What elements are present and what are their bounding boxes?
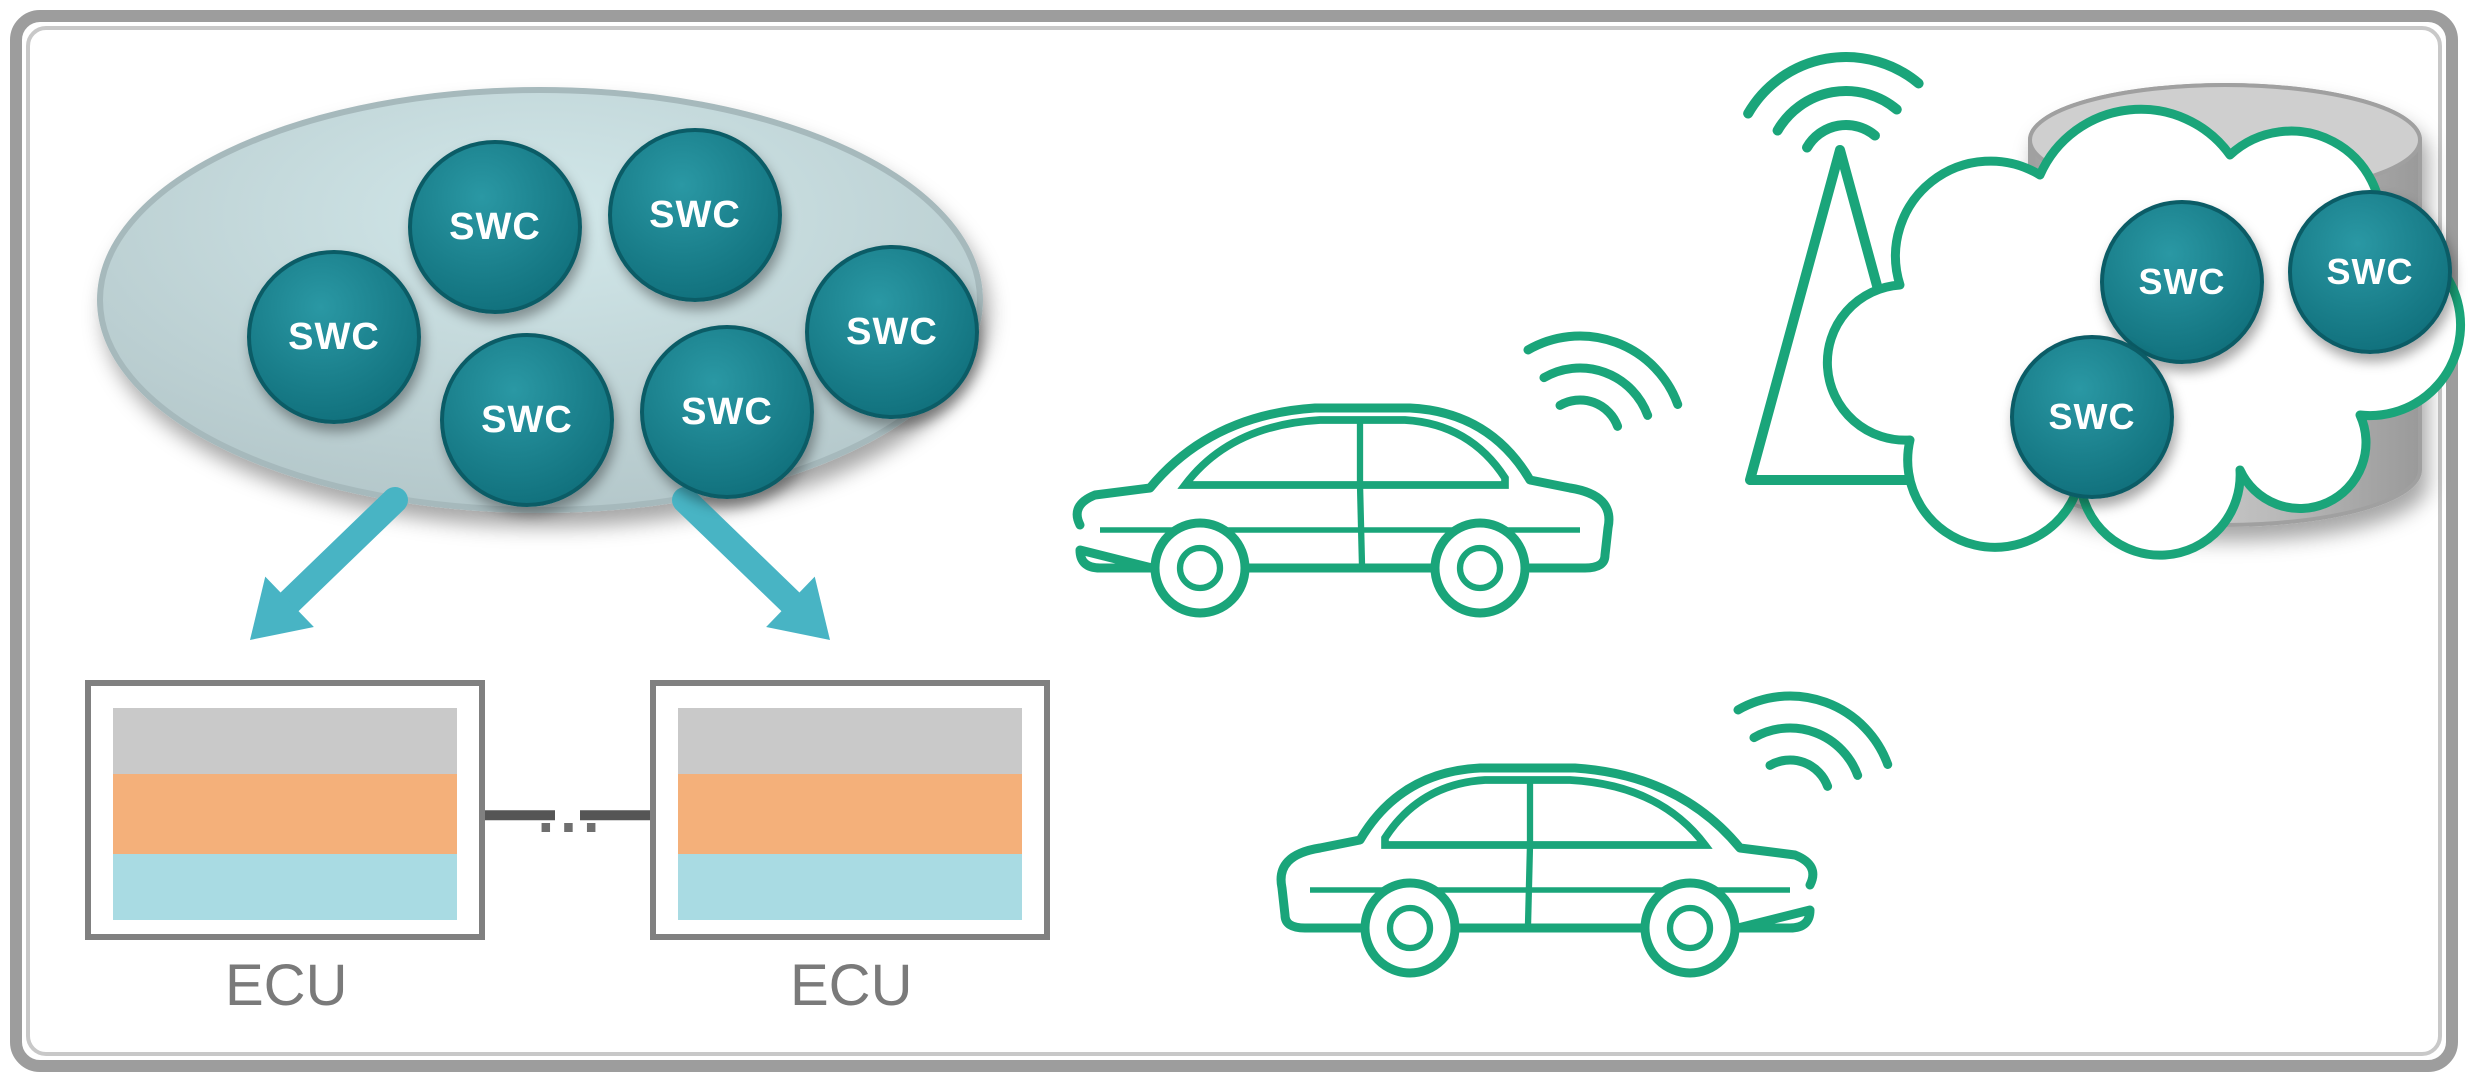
swc-pool-node-0: SWC xyxy=(247,250,421,424)
swc-pool-node-3: SWC xyxy=(805,245,979,419)
swc-pool-node-5: SWC xyxy=(640,325,814,499)
ecu-box-right-layer-2 xyxy=(678,854,1022,920)
deploy-arrow-left-shaft xyxy=(290,500,395,602)
deploy-arrow-right-shaft xyxy=(685,500,790,602)
ecu-box-right-label: ECU xyxy=(790,952,912,1019)
swc-pool-node-4: SWC xyxy=(440,333,614,507)
ecu-box-right xyxy=(650,680,1050,940)
swc-cloud-node-2: SWC xyxy=(2010,335,2174,499)
ecu-box-left xyxy=(85,680,485,940)
ecu-box-left-layer-1 xyxy=(113,774,457,854)
car-lower-signal-icon xyxy=(1738,696,1888,786)
swc-pool-node-2: SWC xyxy=(608,128,782,302)
ecu-box-left-layer-0 xyxy=(113,708,457,774)
car-lower xyxy=(1281,768,1813,973)
ecu-box-right-layer-1 xyxy=(678,774,1022,854)
swc-pool-node-1: SWC xyxy=(408,140,582,314)
ecu-box-left-label: ECU xyxy=(225,952,347,1019)
ecu-ellipsis: ... xyxy=(538,777,606,846)
ecu-box-right-layer-0 xyxy=(678,708,1022,774)
car-upper-signal-icon xyxy=(1528,336,1678,426)
swc-cloud-node-1: SWC xyxy=(2288,190,2452,354)
swc-cloud-node-0: SWC xyxy=(2100,200,2264,364)
ecu-box-left-layer-2 xyxy=(113,854,457,920)
car-upper xyxy=(1077,408,1609,613)
